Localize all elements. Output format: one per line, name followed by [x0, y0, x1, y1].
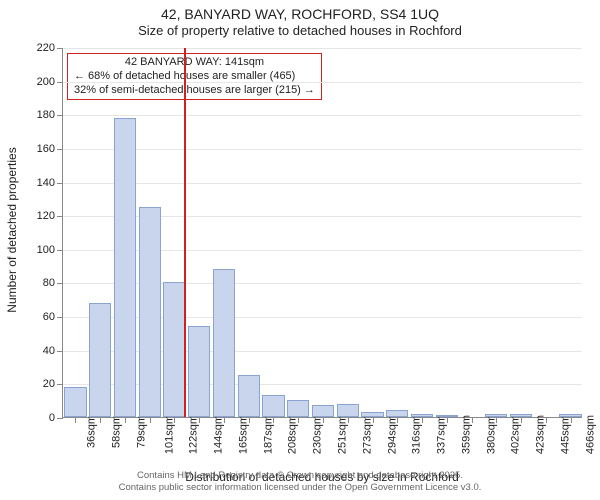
gridline: [63, 82, 582, 83]
y-tick-label: 0: [49, 412, 55, 424]
x-tick: [373, 417, 374, 423]
y-tick: [57, 384, 63, 385]
title-line1: 42, BANYARD WAY, ROCHFORD, SS4 1UQ: [0, 6, 600, 22]
y-axis-title: Number of detached properties: [5, 147, 19, 312]
y-tick-label: 20: [43, 378, 55, 390]
y-tick-label: 180: [37, 109, 55, 121]
bar: [188, 326, 210, 417]
y-tick: [57, 418, 63, 419]
x-tick: [75, 417, 76, 423]
x-tick-label: 101sqm: [163, 415, 175, 454]
y-tick: [57, 149, 63, 150]
bar: [89, 303, 111, 417]
footer-attribution: Contains HM Land Registry data © Crown c…: [119, 470, 482, 494]
y-tick: [57, 216, 63, 217]
x-tick-label: 208sqm: [287, 415, 299, 454]
y-tick: [57, 317, 63, 318]
x-tick-label: 402sqm: [510, 415, 522, 454]
bar: [163, 282, 185, 417]
y-tick: [57, 115, 63, 116]
x-tick-label: 445sqm: [559, 415, 571, 454]
gridline: [63, 115, 582, 116]
y-tick-label: 40: [43, 345, 55, 357]
bar: [312, 405, 334, 417]
x-tick: [348, 417, 349, 423]
bar: [287, 400, 309, 417]
x-tick-label: 466sqm: [584, 415, 596, 454]
x-tick: [224, 417, 225, 423]
y-tick-label: 80: [43, 277, 55, 289]
annotation-box: 42 BANYARD WAY: 141sqm← 68% of detached …: [67, 53, 322, 100]
title-line2: Size of property relative to detached ho…: [0, 23, 600, 38]
x-tick: [199, 417, 200, 423]
x-tick-label: 58sqm: [111, 415, 123, 448]
gridline: [63, 149, 582, 150]
y-tick-label: 100: [37, 244, 55, 256]
x-tick-label: 294sqm: [386, 415, 398, 454]
bar: [114, 118, 136, 417]
x-tick: [174, 417, 175, 423]
x-tick-label: 380sqm: [485, 415, 497, 454]
y-tick-label: 200: [37, 76, 55, 88]
bar: [262, 395, 284, 417]
y-tick-label: 60: [43, 311, 55, 323]
x-tick-label: 79sqm: [135, 415, 147, 448]
title-block: 42, BANYARD WAY, ROCHFORD, SS4 1UQ Size …: [0, 0, 600, 38]
x-tick: [496, 417, 497, 423]
bar: [386, 410, 408, 417]
gridline: [63, 48, 582, 49]
y-tick: [57, 82, 63, 83]
footer-line2: Contains public sector information licen…: [119, 482, 482, 494]
bar: [64, 387, 86, 417]
x-tick-label: 36sqm: [86, 415, 98, 448]
x-tick-label: 122sqm: [188, 415, 200, 454]
x-tick: [323, 417, 324, 423]
y-tick: [57, 283, 63, 284]
x-tick: [125, 417, 126, 423]
y-tick: [57, 250, 63, 251]
x-tick: [249, 417, 250, 423]
y-tick: [57, 183, 63, 184]
x-tick: [447, 417, 448, 423]
annotation-line: 32% of semi-detached houses are larger (…: [74, 84, 315, 98]
annotation-line: 42 BANYARD WAY: 141sqm: [74, 56, 315, 70]
y-tick: [57, 48, 63, 49]
x-tick: [422, 417, 423, 423]
bar: [238, 375, 260, 417]
y-tick-label: 160: [37, 143, 55, 155]
y-tick-label: 220: [37, 42, 55, 54]
x-tick-label: 359sqm: [460, 415, 472, 454]
footer-line1: Contains HM Land Registry data © Crown c…: [119, 470, 482, 482]
x-tick: [298, 417, 299, 423]
gridline: [63, 183, 582, 184]
y-tick: [57, 351, 63, 352]
x-tick: [150, 417, 151, 423]
x-tick-label: 165sqm: [238, 415, 250, 454]
reference-line: [184, 48, 186, 417]
x-tick: [472, 417, 473, 423]
y-tick-label: 140: [37, 177, 55, 189]
bar: [337, 404, 359, 417]
y-tick-label: 120: [37, 210, 55, 222]
x-tick: [273, 417, 274, 423]
x-tick: [100, 417, 101, 423]
bar: [213, 269, 235, 417]
x-tick: [571, 417, 572, 423]
x-tick-label: 187sqm: [262, 415, 274, 454]
chart-container: 42, BANYARD WAY, ROCHFORD, SS4 1UQ Size …: [0, 0, 600, 500]
x-tick: [521, 417, 522, 423]
x-tick-label: 230sqm: [312, 415, 324, 454]
x-tick-label: 273sqm: [361, 415, 373, 454]
plot-area: 42 BANYARD WAY: 141sqm← 68% of detached …: [62, 48, 582, 418]
x-tick-label: 316sqm: [411, 415, 423, 454]
x-tick: [397, 417, 398, 423]
x-tick: [546, 417, 547, 423]
bar: [139, 207, 161, 417]
